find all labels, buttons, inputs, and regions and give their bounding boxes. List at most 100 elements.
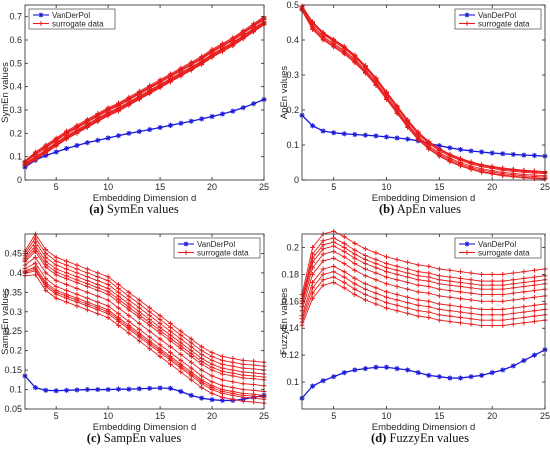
surrogate-point-17 [468,270,474,276]
x-tick-label: 15 [155,411,165,421]
x-tick-label: 5 [54,411,59,421]
surrogate-point-2 [310,251,315,257]
surrogate-point-13 [426,315,432,320]
y-tick-label: 0.14 [281,323,299,333]
surrogate-point-3 [43,144,49,150]
x-tick-label: 25 [259,411,269,421]
surrogate-point-14 [436,146,442,152]
surrogate-point-23 [532,278,537,284]
vanderpol-point-11 [405,136,411,142]
surrogate-point-12 [136,297,142,303]
surrogate-point-19 [209,373,215,379]
surrogate-point-21 [230,41,236,47]
surrogate-point-14 [157,313,163,319]
vanderpol-point-5 [63,145,70,152]
surrogate-point-12 [415,289,421,295]
surrogate-point-4 [53,254,59,260]
surrogate-point-6 [74,262,80,268]
x-tick-label: 5 [54,182,59,192]
surrogate-point-11 [126,96,132,102]
vanderpol-point-23 [251,101,257,107]
surrogate-point-17 [188,61,194,67]
legend-label: VanDerPol [478,11,516,20]
surrogate-point-23 [251,395,257,401]
surrogate-point-12 [136,95,142,101]
series-surrogate [299,3,548,182]
vanderpol-point-8 [373,133,379,139]
vanderpol-point-20 [500,151,506,157]
surrogate-point-15 [168,77,173,83]
y-tick-label: 0.4 [9,82,22,92]
surrogate-point-22 [521,320,527,326]
surrogate-point-13 [426,284,432,289]
surrogate-point-21 [510,167,516,172]
legend-box [454,8,542,30]
surrogate-point-16 [458,284,463,289]
surrogate-point-19 [209,364,215,370]
surrogate-point-12 [415,273,421,279]
surrogate-point-6 [352,281,358,287]
surrogate-point-22 [521,309,527,315]
surrogate-point-5 [341,44,347,50]
surrogate-point-8 [95,278,101,284]
surrogate-point-19 [489,292,495,297]
surrogate-point-20 [500,298,506,304]
surrogate-point-4 [331,243,337,249]
vanderpol-point-5 [341,131,347,137]
surrogate-point-8 [373,277,379,283]
surrogate-point-3 [320,30,326,36]
surrogate-point-15 [447,267,453,273]
surrogate-point-17 [468,311,474,316]
surrogate-point-4 [331,228,337,234]
y-tick-label: 0.5 [9,58,22,68]
surrogate-point-3 [43,270,49,276]
surrogate-point-3 [320,271,326,277]
vanderpol-point-19 [489,370,495,376]
surrogate-point-12 [415,269,421,275]
surrogate-point-16 [458,156,463,162]
subplot-caption: (a) SymEn values [89,202,179,216]
legend-entry-surrogate: surrogate data [33,19,104,28]
surrogate-point-3 [320,258,326,264]
surrogate-point-5 [341,254,347,260]
vanderpol-line [301,349,546,399]
surrogate-point-17 [468,277,474,283]
surrogate-point-9 [384,254,389,260]
x-tick-label: 5 [331,182,336,192]
surrogate-point-10 [116,102,121,108]
surrogate-point-9 [384,261,389,267]
y-tick-label: 0.35 [4,287,22,297]
surrogate-point-8 [373,290,379,296]
surrogate-point-10 [394,271,400,277]
surrogate-point-2 [32,268,38,274]
surrogate-point-9 [105,107,111,113]
surrogate-point-5 [64,258,69,264]
surrogate-point-23 [532,274,537,280]
surrogate-point-5 [341,269,347,275]
surrogate-point-9 [105,274,111,280]
x-axis-label: Embedding Dimension d [372,193,476,204]
surrogate-point-7 [362,253,368,258]
surrogate-point-19 [209,387,215,392]
surrogate-point-14 [436,277,442,283]
surrogate-point-22 [521,276,527,281]
vanderpol-point-20 [500,367,506,373]
surrogate-point-22 [240,381,246,387]
y-tick-label: 0.1 [9,152,22,162]
surrogate-point-7 [84,289,90,295]
y-tick-label: 0.3 [286,70,299,80]
surrogate-point-5 [341,274,347,280]
surrogate-point-22 [521,280,527,285]
surrogate-point-14 [157,83,163,89]
surrogate-point-23 [251,27,257,33]
vanderpol-point-15 [447,145,453,151]
legend-box [454,237,542,259]
surrogate-point-20 [220,391,225,396]
surrogate-point-2 [32,254,38,260]
surrogate-point-18 [199,352,205,357]
surrogate-point-2 [310,271,315,277]
surrogate-point-11 [405,305,411,311]
surrogate-point-17 [188,344,194,350]
vanderpol-point-5 [341,370,347,376]
